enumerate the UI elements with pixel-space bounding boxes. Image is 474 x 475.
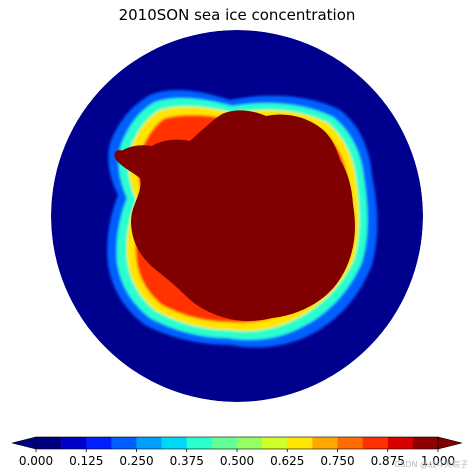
colorbar-bin <box>36 437 62 449</box>
colorbar-tick-label: 0.875 <box>370 454 405 468</box>
colorbar-tick-label: 1.000 <box>420 454 456 468</box>
map-title: 2010SON sea ice concentration <box>118 6 356 24</box>
colorbar-bin <box>312 437 338 449</box>
watermark: CSDN @战斗大粽子 <box>394 460 468 469</box>
colorbar-bin <box>211 437 238 449</box>
colorbar-bin <box>412 437 439 449</box>
antarctic-peninsula <box>114 150 142 178</box>
colorbar-bin <box>262 437 288 449</box>
colorbar-tick-label: 0.375 <box>169 454 204 468</box>
colorbar-bin <box>387 437 414 449</box>
polar-map <box>51 30 423 402</box>
colorbar-extend-high <box>437 436 463 450</box>
colorbar-tick-label: 0.500 <box>219 454 255 468</box>
colorbar-bin <box>186 437 213 449</box>
colorbar-bin <box>287 437 313 449</box>
colorbar-extend-low <box>11 436 37 450</box>
colorbar <box>11 436 463 452</box>
colorbar-bins <box>36 437 439 449</box>
colorbar-bin <box>337 437 363 449</box>
colorbar-bin <box>136 437 162 449</box>
colorbar-tick-label: 0.625 <box>270 454 305 468</box>
colorbar-tick-label: 0.750 <box>320 454 355 468</box>
colorbar-bin <box>86 437 112 449</box>
colorbar-bin <box>61 437 87 449</box>
colorbar-bin <box>362 437 389 449</box>
colorbar-ticks <box>35 449 439 452</box>
colorbar-tick-label: 0.000 <box>18 454 54 468</box>
antarctica-land <box>120 110 355 321</box>
colorbar-bin <box>161 437 188 449</box>
colorbar-bin <box>237 437 263 449</box>
colorbar-bin <box>111 437 137 449</box>
colorbar-tick-label: 0.250 <box>119 454 154 468</box>
colorbar-tick-label: 0.125 <box>69 454 104 468</box>
